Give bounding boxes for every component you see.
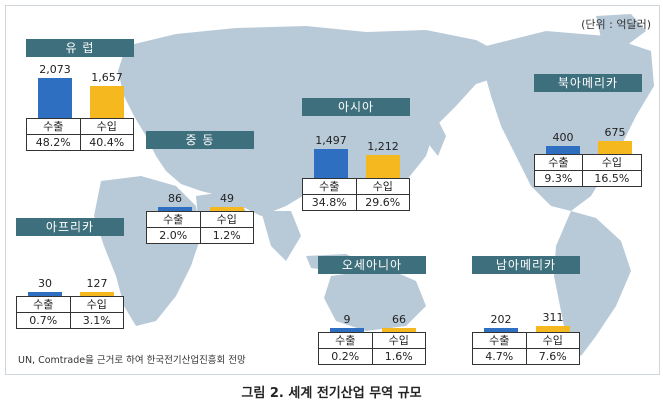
share-table: 수출 수입 0.2% 1.6% (318, 332, 426, 365)
series-label-cell: 수입 (79, 118, 134, 135)
figure-caption: 그림 2. 세계 전기산업 무역 규모 (241, 386, 422, 401)
bar-value-label: 400 (552, 131, 574, 145)
source-note: UN, Comtrade을 근거로 하여 한국전기산업진흥회 전망 (18, 355, 246, 366)
share-table: 수출 수입 48.2% 40.4% (26, 118, 134, 151)
bar-import (90, 86, 124, 118)
bar-import (598, 140, 632, 154)
bar-area: 2,073 1,657 (26, 58, 134, 118)
series-label-cell: 수입 (69, 296, 124, 313)
bar-import (366, 154, 400, 178)
series-label-cell: 수출 (16, 296, 71, 313)
map-panel: (단위 : 억달러) UN, Comtrade을 근거로 하여 한국전기산업진흥… (5, 5, 660, 375)
bar-import (536, 326, 570, 332)
bar-area: 1,497 1,212 (302, 118, 410, 178)
map-australia (324, 268, 426, 331)
share-table: 수출 수입 34.8% 29.6% (302, 178, 410, 211)
bar-value-label: 86 (168, 192, 182, 205)
share-table: 수출 수입 0.7% 3.1% (16, 296, 124, 329)
series-label-cell: 수입 (199, 211, 254, 228)
bar-area: 202 311 (472, 272, 580, 332)
series-label-cell: 수출 (146, 211, 201, 228)
region-title: 오세아니아 (318, 256, 426, 274)
bar-export (330, 328, 364, 332)
bar-export (484, 328, 518, 332)
share-cell: 16.5% (581, 170, 643, 187)
series-label-cell: 수입 (581, 154, 643, 171)
map-south-america (554, 211, 631, 356)
share-cell: 40.4% (79, 134, 134, 151)
share-cell: 9.3% (534, 170, 583, 187)
bar-value-label: 1,657 (91, 71, 123, 85)
bar-value-label: 30 (38, 277, 52, 290)
share-table: 수출 수입 2.0% 1.2% (146, 211, 254, 244)
bar-value-label: 311 (542, 310, 564, 324)
bar-area: 9 66 (318, 272, 426, 332)
region-title: 유 럽 (26, 39, 134, 57)
series-label-cell: 수출 (534, 154, 583, 171)
share-cell: 4.7% (472, 348, 527, 365)
bar-area: 400 675 (534, 94, 642, 154)
bar-import (210, 207, 244, 211)
region-title: 북아메리카 (534, 74, 642, 92)
series-label-cell: 수입 (355, 178, 410, 195)
share-cell: 0.7% (16, 312, 71, 329)
region-title: 중 동 (146, 131, 254, 149)
bar-value-label: 1,212 (367, 139, 399, 153)
bar-import (80, 292, 114, 296)
share-cell: 1.6% (371, 348, 426, 365)
bar-export (28, 292, 62, 296)
series-label-cell: 수입 (525, 332, 580, 349)
share-cell: 0.2% (318, 348, 373, 365)
bar-value-label: 675 (604, 125, 626, 139)
bar-export (314, 149, 348, 178)
region-title: 아프리카 (16, 218, 124, 236)
share-table: 수출 수입 4.7% 7.6% (472, 332, 580, 365)
map-south-asia (261, 211, 301, 261)
bar-value-label: 9 (343, 313, 351, 326)
bar-value-label: 202 (490, 313, 512, 326)
unit-label: (단위 : 억달러) (581, 18, 651, 31)
share-cell: 34.8% (302, 194, 357, 211)
share-cell: 3.1% (69, 312, 124, 329)
region-title: 남아메리카 (472, 256, 580, 274)
share-cell: 48.2% (26, 134, 81, 151)
world-map (94, 14, 654, 356)
share-cell: 29.6% (355, 194, 410, 211)
share-cell: 7.6% (525, 348, 580, 365)
bar-value-label: 1,497 (315, 134, 347, 148)
bar-export (546, 146, 580, 154)
series-label-cell: 수출 (472, 332, 527, 349)
region-title: 아시아 (302, 98, 410, 116)
bar-value-label: 2,073 (39, 63, 71, 76)
share-cell: 1.2% (199, 227, 254, 244)
series-label-cell: 수출 (318, 332, 373, 349)
series-label-cell: 수입 (371, 332, 426, 349)
series-label-cell: 수출 (302, 178, 357, 195)
map-japan (426, 116, 446, 156)
bar-value-label: 127 (86, 277, 108, 290)
bar-export (38, 78, 72, 118)
series-label-cell: 수출 (26, 118, 81, 135)
bar-area: 86 49 (146, 151, 254, 211)
share-cell: 2.0% (146, 227, 201, 244)
bar-value-label: 49 (220, 192, 234, 205)
share-table: 수출 수입 9.3% 16.5% (534, 154, 643, 187)
bar-export (158, 207, 192, 211)
bar-area: 30 127 (16, 236, 124, 296)
bar-import (382, 328, 416, 332)
bar-value-label: 66 (392, 313, 406, 326)
map-eurasia (118, 26, 506, 216)
map-greenland (596, 14, 646, 46)
